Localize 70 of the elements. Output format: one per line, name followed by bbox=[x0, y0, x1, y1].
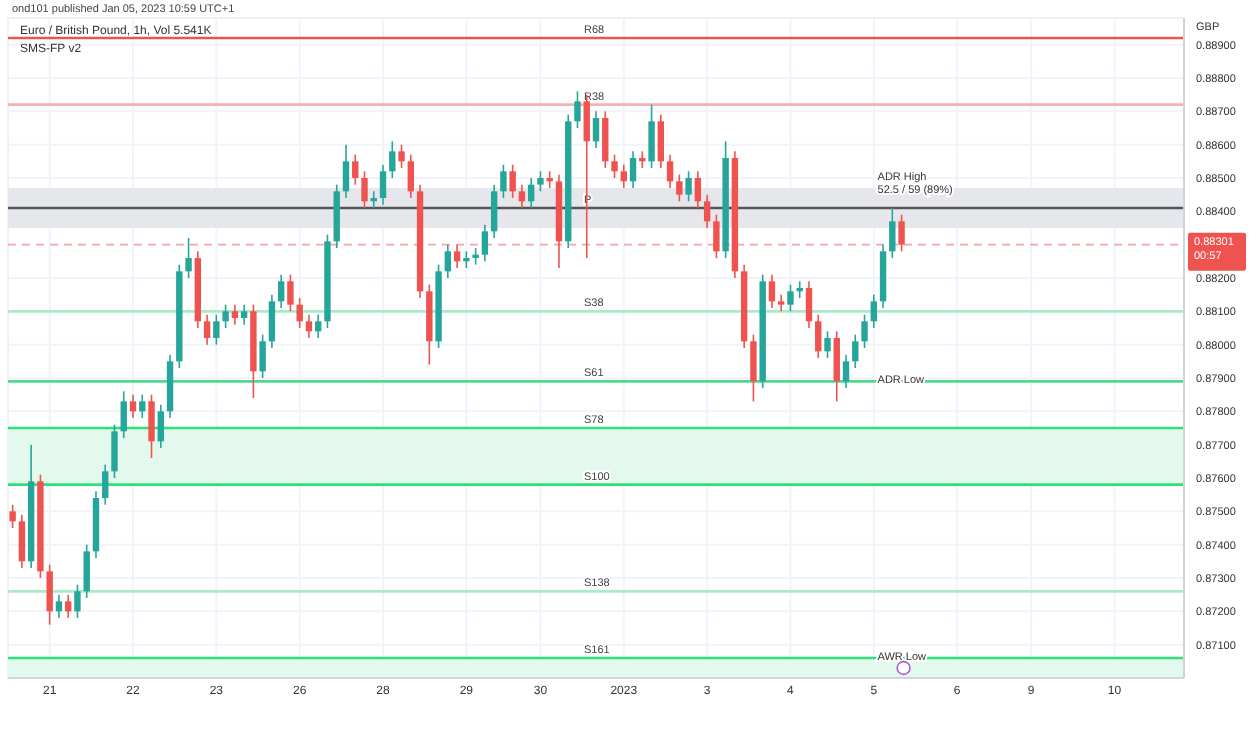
candlestick bbox=[444, 243, 452, 279]
candlestick bbox=[713, 213, 720, 259]
candlestick bbox=[805, 280, 813, 329]
candlestick bbox=[157, 403, 164, 449]
candlestick bbox=[139, 393, 146, 419]
candlestick bbox=[389, 140, 396, 179]
candlestick bbox=[833, 330, 840, 403]
candlestick bbox=[240, 303, 248, 326]
candlestick bbox=[296, 297, 303, 329]
candlestick bbox=[352, 153, 359, 186]
candlestick bbox=[398, 143, 405, 169]
candlestick bbox=[185, 237, 192, 279]
candlestick bbox=[602, 110, 609, 169]
candlestick bbox=[407, 153, 414, 199]
candlestick bbox=[694, 170, 702, 209]
candlestick bbox=[676, 173, 683, 203]
candlestick bbox=[592, 110, 600, 149]
candlestick bbox=[889, 207, 896, 259]
candlestick bbox=[574, 90, 581, 129]
candlestick bbox=[870, 293, 877, 329]
candlestick bbox=[824, 330, 831, 359]
candlestick bbox=[620, 163, 627, 189]
candlestick bbox=[287, 273, 294, 313]
candlestick bbox=[231, 303, 239, 326]
candlestick bbox=[648, 103, 655, 169]
candlestick bbox=[657, 113, 665, 169]
candlestick bbox=[787, 283, 794, 313]
candlestick bbox=[481, 223, 489, 263]
candlestick bbox=[768, 273, 776, 309]
candlestick bbox=[518, 183, 526, 209]
candlestick bbox=[9, 503, 16, 529]
candlestick bbox=[453, 243, 461, 269]
candlestick bbox=[611, 153, 618, 179]
candlestick bbox=[64, 593, 72, 619]
candlestick bbox=[315, 313, 322, 339]
candlestick bbox=[852, 333, 859, 369]
candlestick bbox=[750, 333, 757, 403]
candlestick bbox=[361, 170, 368, 209]
candlestick bbox=[222, 303, 229, 329]
candlestick bbox=[379, 163, 387, 206]
candlestick bbox=[120, 390, 127, 439]
candlestick bbox=[629, 150, 637, 189]
candlestick bbox=[703, 193, 711, 229]
candlestick bbox=[268, 293, 276, 349]
candlestick bbox=[203, 313, 211, 346]
candlestick bbox=[842, 353, 850, 389]
candlestick bbox=[666, 153, 674, 189]
candlestick bbox=[18, 513, 26, 569]
candlestick bbox=[259, 333, 266, 379]
candlestick bbox=[537, 170, 544, 193]
candlestick bbox=[685, 170, 692, 203]
candlestick bbox=[55, 593, 63, 619]
candlestick bbox=[815, 313, 822, 359]
candlestick bbox=[342, 143, 350, 199]
candlestick bbox=[74, 583, 81, 619]
candlestick bbox=[102, 463, 109, 506]
candlestick bbox=[305, 313, 313, 339]
candlestick bbox=[500, 163, 507, 199]
candlestick bbox=[861, 313, 868, 349]
candlestick bbox=[509, 163, 516, 199]
candlestick bbox=[111, 423, 118, 479]
candlestick bbox=[527, 177, 535, 209]
candlestick bbox=[277, 273, 285, 309]
candlestick bbox=[213, 313, 220, 346]
candlestick bbox=[83, 543, 90, 599]
candlestick bbox=[129, 393, 137, 419]
candlestick bbox=[148, 393, 155, 459]
candlestick bbox=[898, 213, 905, 253]
candlestick bbox=[490, 183, 498, 239]
candlestick bbox=[46, 563, 53, 626]
